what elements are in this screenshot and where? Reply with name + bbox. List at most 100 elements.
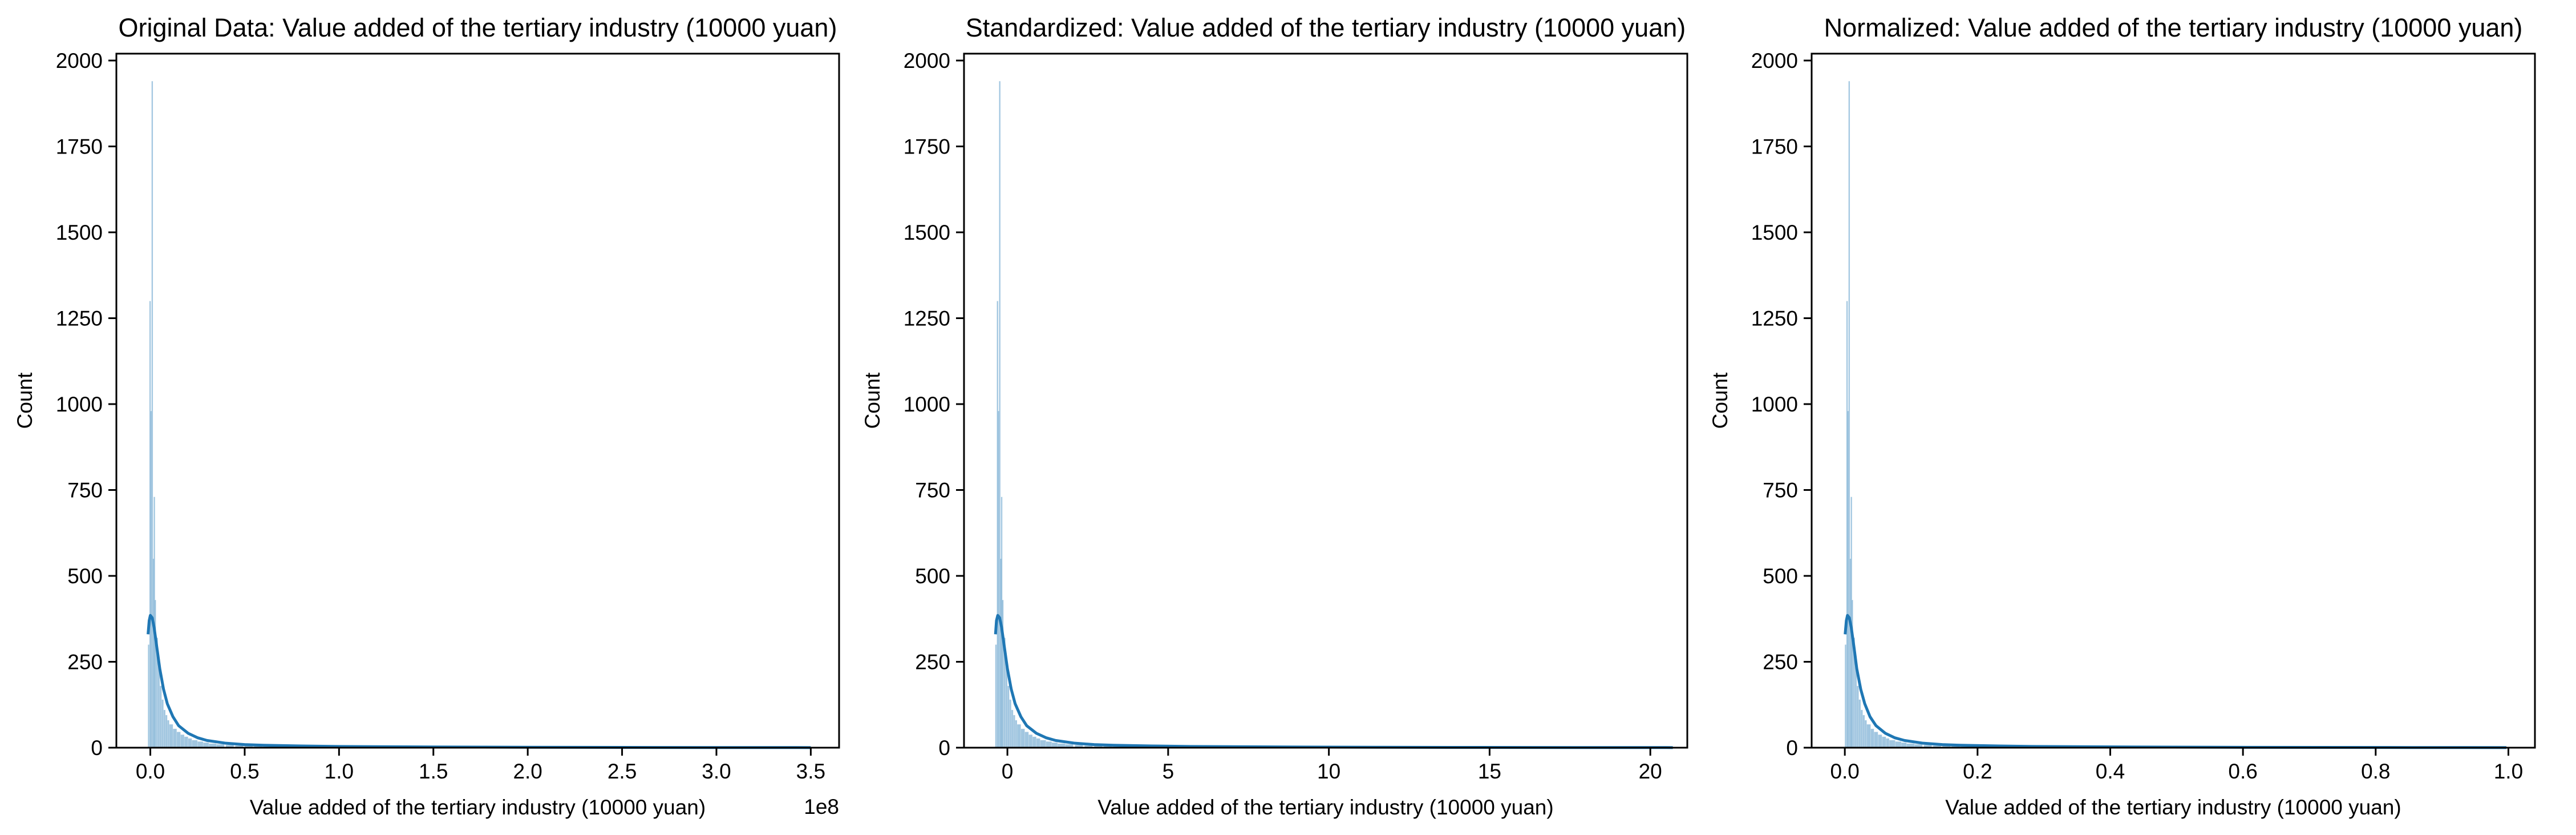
kde-curve <box>1844 614 2506 749</box>
y-tick-label: 750 <box>1763 479 1798 502</box>
histogram-bar <box>159 685 162 748</box>
y-tick-label: 2000 <box>1751 49 1798 72</box>
y-tick-label: 1500 <box>1751 221 1798 244</box>
y-tick-label: 1750 <box>56 135 103 159</box>
histogram-bar <box>197 741 204 748</box>
x-axis-offset-text: 1e8 <box>804 795 839 818</box>
x-tick-label: 0.4 <box>2096 760 2125 783</box>
x-tick-label: 2.5 <box>607 760 637 783</box>
histogram-bar <box>1864 720 1867 748</box>
histogram-bar <box>1878 734 1882 748</box>
histogram-bar <box>1874 732 1878 748</box>
histogram-bar <box>1028 734 1033 748</box>
chart-panel-normalized: 0.0 0.2 0.4 0.6 0.8 1.0 0 250 500 750 1000 1250 150… <box>1708 13 2536 819</box>
x-tick-label: 0.5 <box>230 760 259 783</box>
histogram-bar <box>176 732 181 748</box>
histogram-bar <box>1858 699 1861 748</box>
x-tick-label: 0.0 <box>1830 760 1859 783</box>
histogram-bar <box>1032 736 1037 748</box>
x-tick-label: 0 <box>1002 760 1014 783</box>
y-tick-label: 250 <box>1763 651 1798 674</box>
histogram-bar <box>1882 736 1886 748</box>
x-tick-label: 2.0 <box>513 760 542 783</box>
histogram-bar <box>1866 724 1871 748</box>
y-tick-label: 0 <box>1786 736 1798 760</box>
histogram-bar <box>1851 599 1853 748</box>
histogram-bar <box>995 644 997 748</box>
chart-title: Standardized: Value added of the tertiar… <box>966 13 1686 42</box>
y-tick-label: 1000 <box>1751 393 1798 416</box>
y-tick-label: 2000 <box>56 49 103 72</box>
x-tick-label: 0.0 <box>136 760 165 783</box>
histogram-bar <box>1860 709 1863 748</box>
histogram-bar <box>1889 740 1895 748</box>
histogram-bar <box>1870 728 1874 748</box>
x-tick-label: 0.2 <box>1963 760 1992 783</box>
axes-frame <box>1811 53 2536 749</box>
histogram-bar <box>1002 599 1004 748</box>
histogram-bar <box>192 740 198 748</box>
histogram-bar <box>165 715 168 748</box>
histogram-bar <box>172 728 177 748</box>
y-tick-label: 1500 <box>904 221 950 244</box>
x-axis-label: Value added of the tertiary industry (10… <box>1097 796 1553 819</box>
histogram-bar <box>1009 699 1012 748</box>
chart-panel-original: 0.0 0.5 1.0 1.5 2.0 2.5 3.0 3.5 0 250 500 750 1000 1… <box>13 13 840 819</box>
x-tick-label: 0.8 <box>2361 760 2390 783</box>
axes-frame <box>115 53 840 749</box>
x-tick-label: 1.0 <box>2494 760 2523 783</box>
y-tick-label: 1750 <box>1751 135 1798 159</box>
y-tick-label: 500 <box>67 564 103 588</box>
histogram-bar <box>1012 715 1015 748</box>
x-tick-label: 15 <box>1478 760 1501 783</box>
y-axis-label: Count <box>1708 372 1732 429</box>
axes-frame <box>963 53 1688 749</box>
histogram-bar <box>1862 715 1865 748</box>
kde-curve <box>147 614 811 749</box>
histogram-bar <box>154 599 156 748</box>
y-tick-label: 250 <box>915 651 950 674</box>
y-tick-label: 1250 <box>904 307 950 330</box>
x-tick-label: 1.5 <box>419 760 448 783</box>
histogram-bar <box>169 724 173 748</box>
histogram-bar <box>180 734 185 748</box>
x-tick-label: 10 <box>1317 760 1340 783</box>
y-tick-label: 1000 <box>56 393 103 416</box>
x-axis-label: Value added of the tertiary industry (10… <box>250 796 706 819</box>
x-tick-label: 0.6 <box>2228 760 2257 783</box>
histogram-bar <box>1844 644 1847 748</box>
y-tick-label: 250 <box>67 651 103 674</box>
histogram-bar <box>167 720 169 748</box>
y-tick-label: 1250 <box>1751 307 1798 330</box>
kde-curve <box>994 614 1673 749</box>
x-tick-label: 5 <box>1163 760 1174 783</box>
histogram-bar <box>161 699 164 748</box>
histogram-bar <box>147 644 150 748</box>
chart-title: Original Data: Value added of the tertia… <box>119 13 837 42</box>
x-axis-label: Value added of the tertiary industry (10… <box>1945 796 2401 819</box>
histogram-bar <box>1015 720 1018 748</box>
y-axis-label: Count <box>13 372 37 429</box>
y-tick-label: 1250 <box>56 307 103 330</box>
y-tick-label: 500 <box>1763 564 1798 588</box>
histogram-bar <box>188 738 192 748</box>
histogram-bar <box>1046 741 1052 748</box>
histogram-bar <box>1016 724 1022 748</box>
histogram-bar <box>1895 741 1902 748</box>
chart-title: Normalized: Value added of the tertiary … <box>1824 13 2523 42</box>
histogram-bar <box>1024 732 1029 748</box>
x-tick-label: 3.5 <box>796 760 825 783</box>
y-tick-label: 1500 <box>56 221 103 244</box>
y-tick-label: 750 <box>67 479 103 502</box>
y-tick-label: 1750 <box>904 135 950 159</box>
y-tick-label: 2000 <box>904 49 950 72</box>
y-tick-label: 750 <box>915 479 950 502</box>
y-tick-label: 0 <box>938 736 950 760</box>
y-tick-label: 0 <box>91 736 103 760</box>
chart-panel-standardized: 0 5 10 15 20 025050075010001250150017502000 … <box>861 13 1688 819</box>
histogram-bar <box>1885 738 1890 748</box>
x-tick-label: 1.0 <box>325 760 354 783</box>
histogram-bar <box>184 736 189 748</box>
x-tick-label: 3.0 <box>702 760 731 783</box>
y-tick-label: 1000 <box>904 393 950 416</box>
